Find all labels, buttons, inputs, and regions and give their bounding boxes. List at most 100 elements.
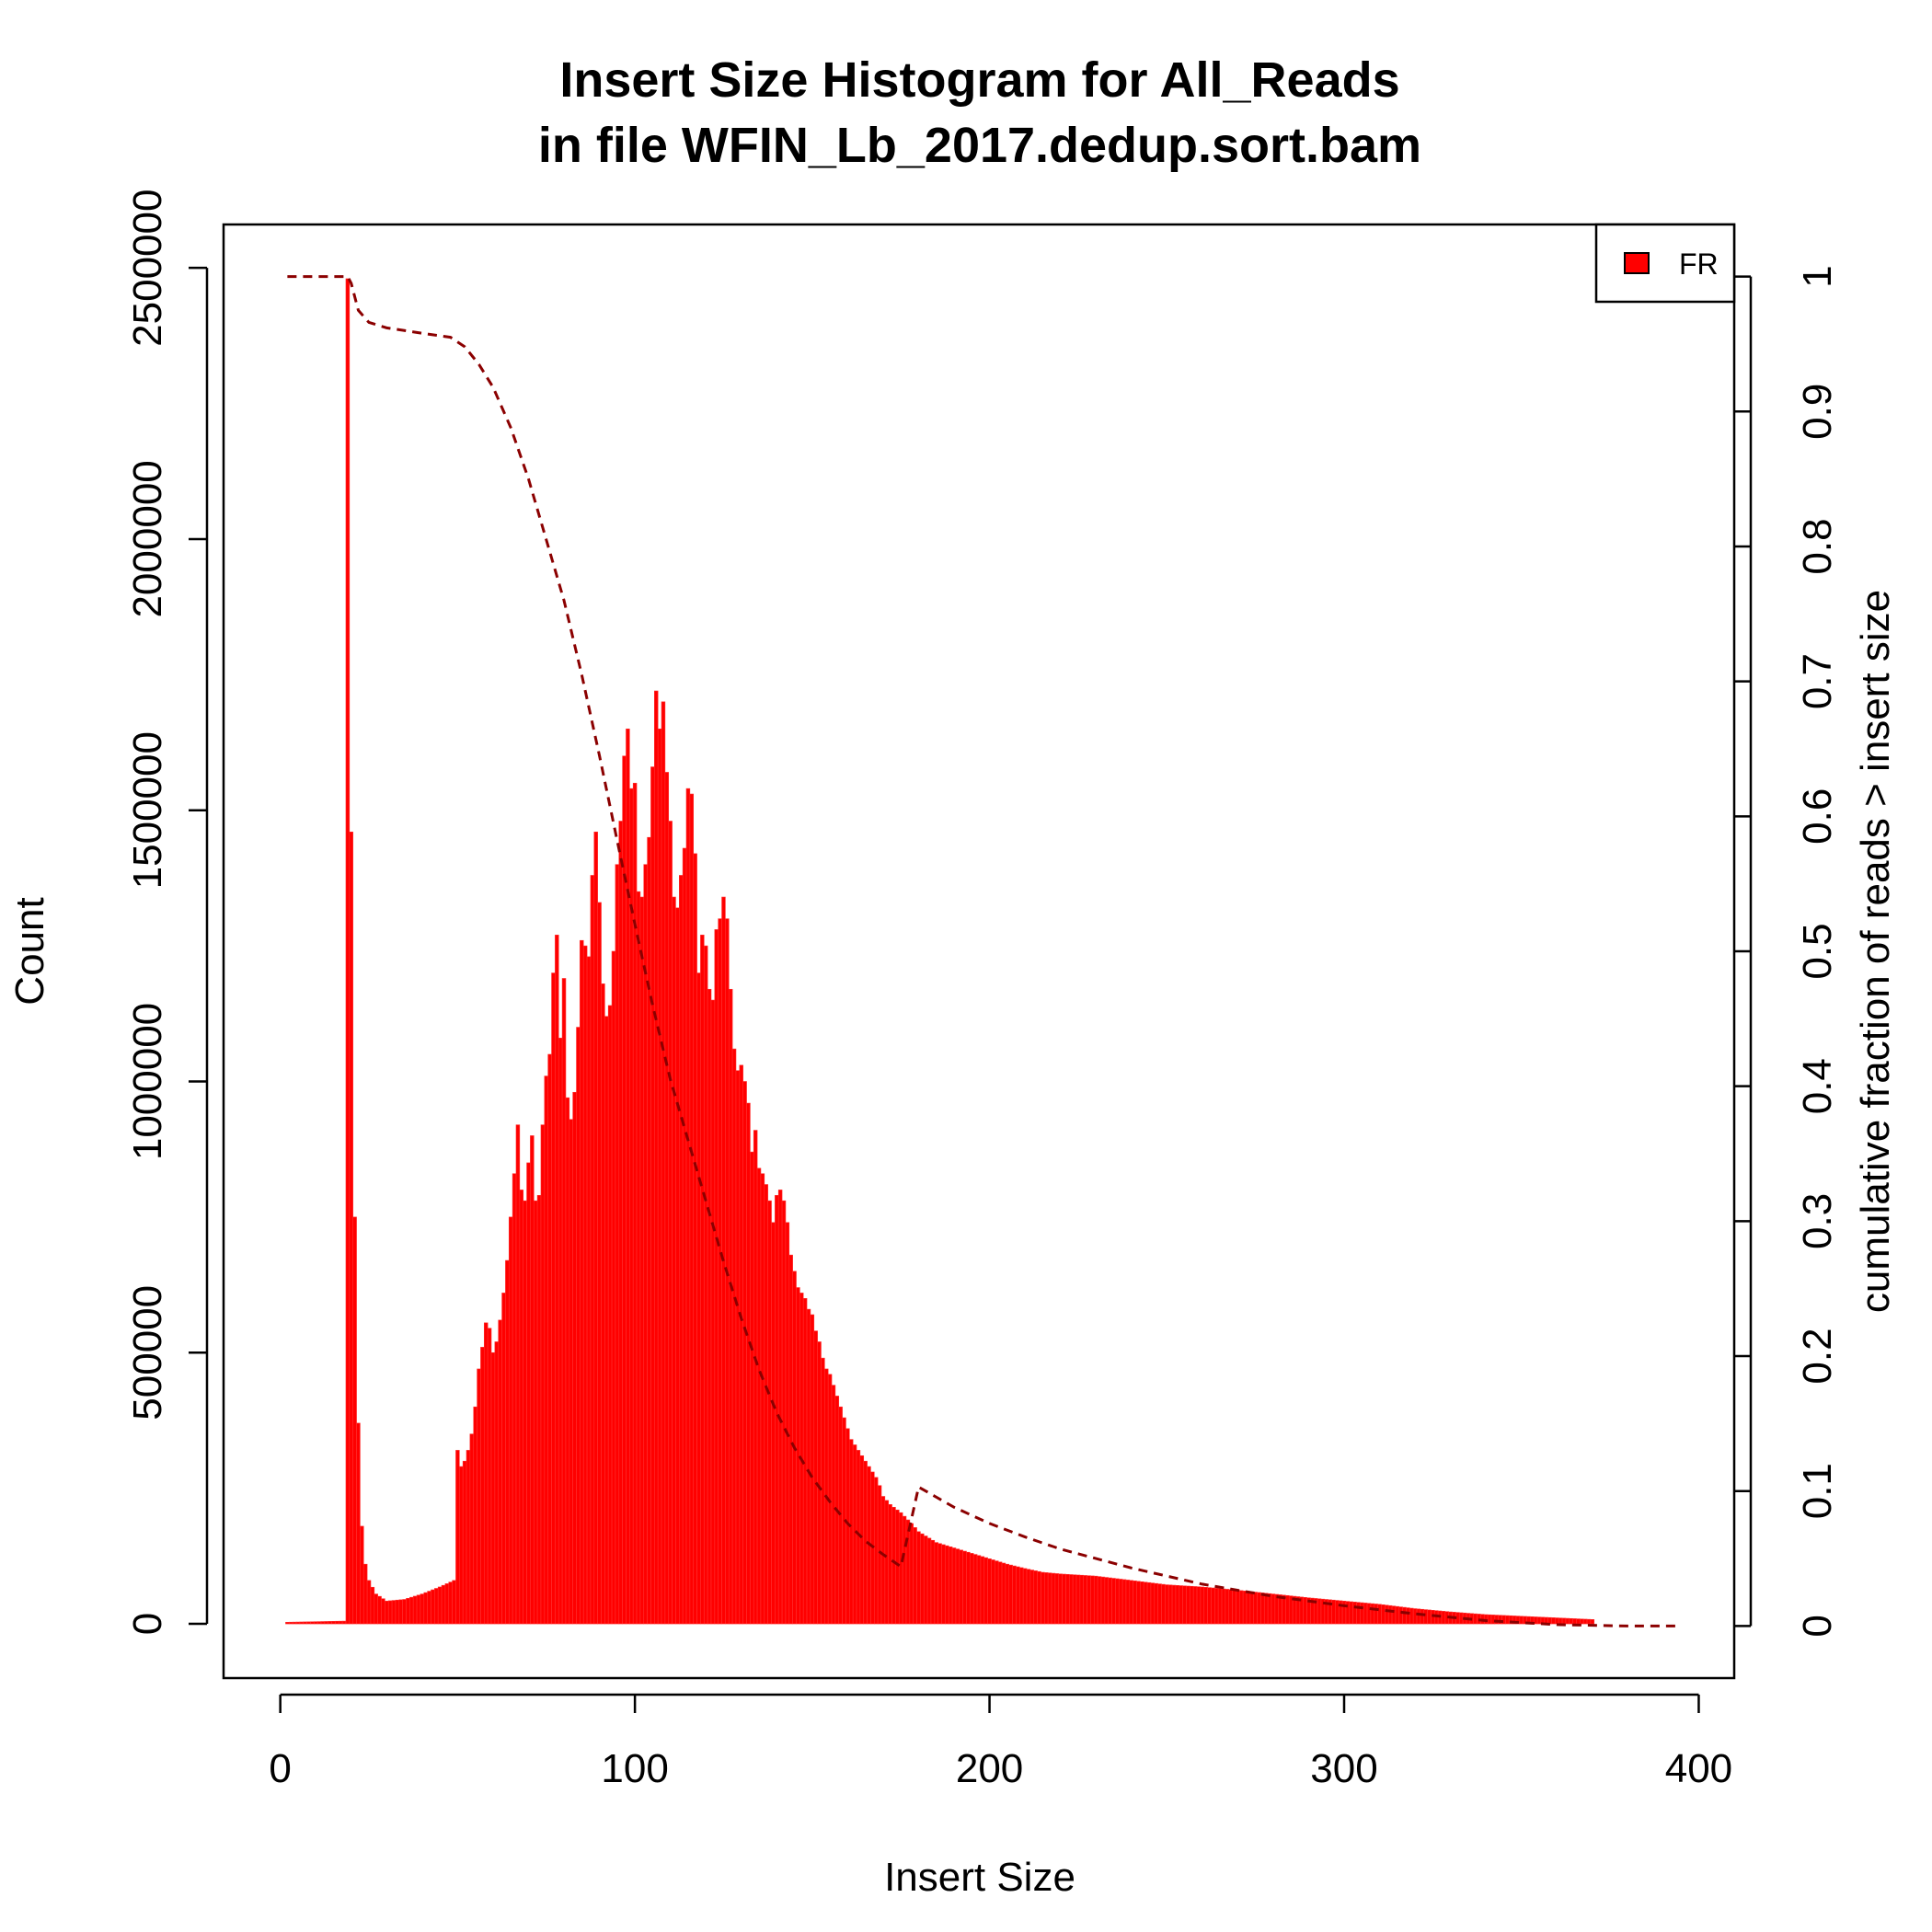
histogram-bar (530, 1135, 535, 1625)
histogram-bar (948, 1547, 953, 1625)
y-tick-label: 500000 (125, 1285, 170, 1420)
histogram-bar (1157, 1583, 1162, 1625)
histogram-bar (831, 1385, 836, 1625)
histogram-bar (292, 1621, 297, 1625)
histogram-bar (601, 983, 605, 1625)
histogram-bar (374, 1593, 378, 1625)
histogram-bar (1569, 1617, 1573, 1625)
histogram-bar (661, 701, 666, 1625)
histogram-bar (1582, 1618, 1588, 1625)
histogram-bar (1079, 1574, 1084, 1625)
histogram-bar (852, 1444, 857, 1625)
histogram-bar (1303, 1597, 1307, 1625)
histogram-bar (362, 1563, 368, 1625)
x-tick-label: 300 (1310, 1746, 1377, 1791)
histogram-bar (402, 1599, 407, 1625)
histogram-bar (593, 831, 598, 1625)
histogram-bar (813, 1330, 818, 1625)
histogram-bar (1349, 1601, 1353, 1625)
histogram-bar (718, 918, 722, 1625)
histogram-bar (668, 821, 673, 1625)
histogram-bar (285, 1621, 290, 1625)
histogram-bar (1398, 1606, 1403, 1625)
histogram-bar (859, 1455, 865, 1625)
histogram-bar (1590, 1619, 1595, 1625)
histogram-bar (338, 1620, 343, 1625)
histogram-bar (423, 1592, 428, 1625)
histogram-bar (487, 1328, 492, 1625)
histogram-bar (544, 1075, 548, 1625)
y2-tick-label: 0.8 (1795, 518, 1840, 574)
histogram-bar (888, 1504, 892, 1625)
histogram-bar (1232, 1589, 1236, 1625)
histogram-bar (1236, 1590, 1240, 1625)
histogram-bar (1385, 1604, 1389, 1625)
histogram-bar (632, 782, 638, 1625)
histogram-bar (1012, 1565, 1017, 1625)
histogram-bar (1412, 1608, 1418, 1625)
histogram-bar (1041, 1571, 1045, 1625)
histogram-bar (884, 1500, 890, 1625)
chart-title-line1: Insert Size Histogram for All_Reads (559, 52, 1399, 108)
histogram-bar (880, 1496, 886, 1625)
x-tick-label: 400 (1665, 1746, 1732, 1791)
histogram-bar (753, 1130, 758, 1625)
histogram-bar (1125, 1580, 1131, 1625)
histogram-bar (469, 1433, 475, 1625)
legend-label-fr: FR (1679, 247, 1719, 281)
histogram-bar (412, 1595, 418, 1625)
histogram-bar (1118, 1579, 1123, 1625)
histogram-bar (480, 1347, 485, 1625)
histogram-bar (639, 896, 645, 1625)
histogram-bar (1267, 1593, 1272, 1625)
histogram-bar (1473, 1613, 1478, 1625)
histogram-bars (285, 278, 1595, 1625)
histogram-bar (650, 766, 655, 1625)
histogram-bar (335, 1620, 339, 1625)
histogram-bar (1490, 1615, 1496, 1625)
histogram-bar (1260, 1593, 1265, 1625)
histogram-bar (1167, 1584, 1173, 1625)
y2-tick-label: 0.1 (1795, 1463, 1840, 1519)
histogram-bar (1087, 1575, 1091, 1625)
histogram-bar (1263, 1593, 1269, 1625)
histogram-bar (303, 1621, 307, 1625)
histogram-bar (739, 1064, 743, 1625)
histogram-bar (299, 1621, 305, 1625)
histogram-bar (437, 1586, 443, 1625)
histogram-bar (767, 1200, 772, 1625)
histogram-bar (930, 1539, 936, 1625)
histogram-bar (1406, 1607, 1410, 1625)
histogram-bar (1186, 1585, 1190, 1625)
histogram-bar (366, 1580, 372, 1625)
histogram-bar (821, 1357, 825, 1625)
histogram-bar (945, 1545, 949, 1625)
y2-tick-label: 1 (1795, 265, 1840, 287)
legend-box (1594, 223, 1736, 304)
histogram-bar (796, 1287, 800, 1625)
histogram-bar (647, 836, 651, 1625)
histogram-bar (1026, 1569, 1031, 1625)
histogram-bar (561, 978, 567, 1625)
histogram-bar (331, 1621, 336, 1625)
histogram-bar (1051, 1572, 1056, 1625)
histogram-bar (1062, 1573, 1066, 1625)
histogram-bar (536, 1195, 542, 1625)
histogram-bar (494, 1341, 500, 1625)
histogram-bar (1175, 1585, 1180, 1625)
histogram-bar (1431, 1610, 1435, 1625)
y2-tick-label: 0.6 (1795, 788, 1840, 845)
histogram-bar (466, 1450, 471, 1625)
histogram-bar (1387, 1604, 1393, 1625)
histogram-bar (781, 1200, 787, 1625)
histogram-bar (1278, 1594, 1282, 1625)
histogram-bar (1274, 1593, 1279, 1625)
histogram-bar (771, 1222, 776, 1625)
histogram-bar (970, 1553, 974, 1625)
histogram-bar (966, 1551, 971, 1625)
histogram-bar (703, 945, 708, 1625)
histogram-bar (1555, 1617, 1559, 1625)
histogram-bar (1427, 1609, 1432, 1625)
y2-tick-label: 0.7 (1795, 653, 1840, 709)
